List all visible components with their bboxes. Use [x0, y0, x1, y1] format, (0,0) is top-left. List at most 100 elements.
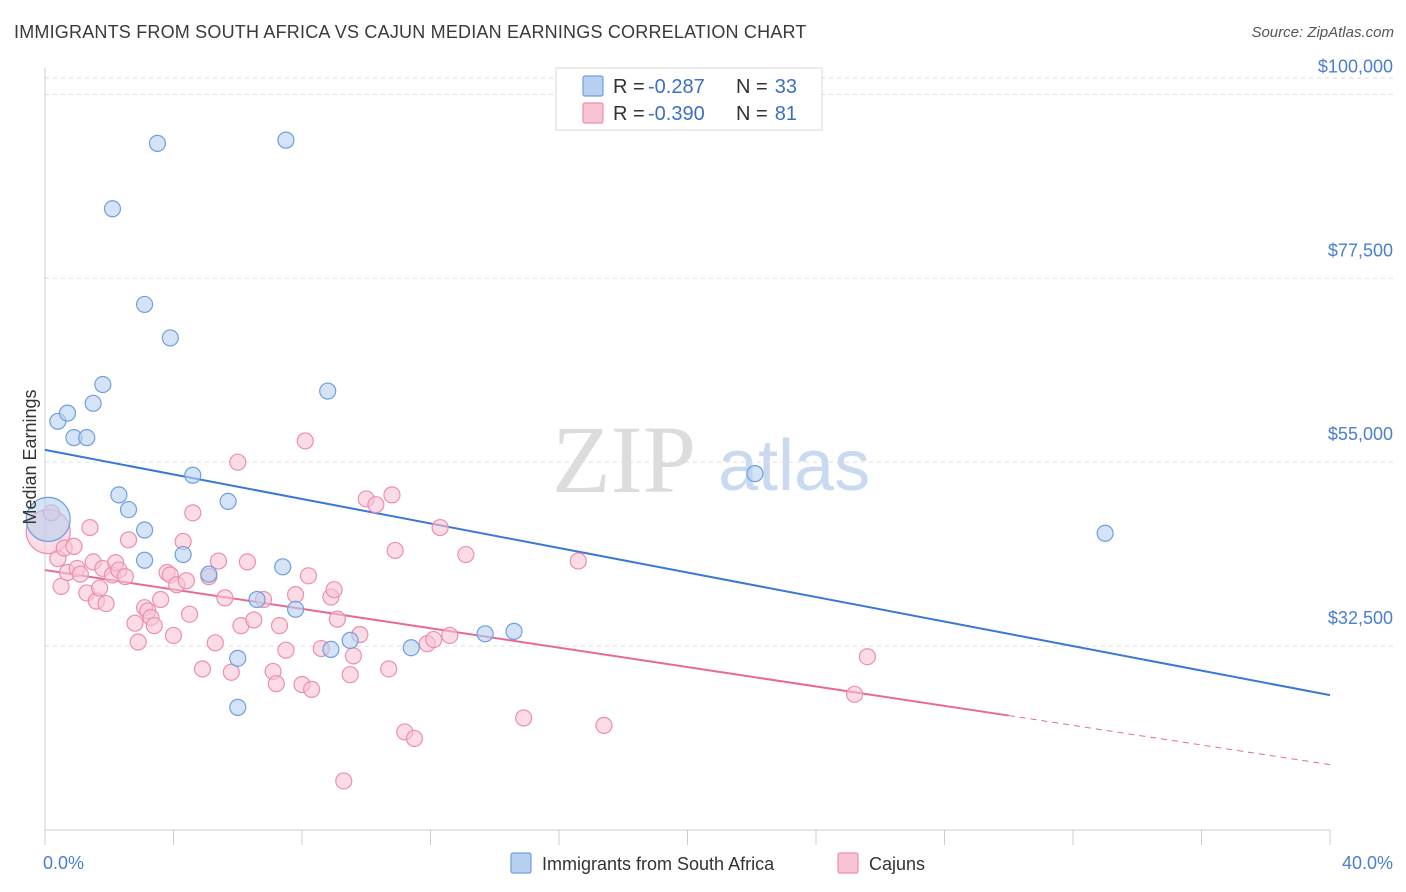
point-cajuns — [81, 518, 99, 537]
y-tick-label: $55,000 — [1328, 424, 1393, 444]
point-cajuns — [277, 641, 295, 659]
point-south-africa — [84, 394, 102, 412]
point-south-africa — [110, 486, 128, 504]
trend-line-south-africa — [44, 448, 1331, 697]
y-tick-label: $100,000 — [1318, 56, 1393, 76]
x-tick-labels: 0.0% 40.0% — [43, 853, 1393, 873]
point-south-africa — [505, 622, 523, 640]
legend-r-value: -0.390 — [648, 103, 705, 125]
point-south-africa — [1096, 524, 1114, 542]
point-cajuns — [858, 648, 877, 666]
legend-n-value: 33 — [775, 76, 797, 98]
point-cajuns — [97, 594, 115, 613]
legend-r-label: R = — [613, 76, 645, 98]
point-cajuns — [238, 553, 256, 571]
point-cajuns — [386, 541, 404, 560]
point-south-africa — [476, 625, 494, 643]
legend-n-value: 81 — [775, 103, 797, 125]
point-cajuns — [116, 568, 134, 586]
point-south-africa — [248, 590, 266, 609]
point-south-africa — [746, 465, 764, 483]
point-cajuns — [383, 486, 401, 504]
point-cajuns — [367, 496, 385, 514]
point-cajuns — [129, 633, 147, 651]
point-south-africa — [135, 521, 154, 539]
point-cajuns — [229, 453, 247, 471]
point-cajuns — [303, 680, 321, 699]
legend-r-label: R = — [613, 103, 645, 125]
point-south-africa — [94, 375, 112, 394]
point-cajuns — [335, 772, 353, 790]
y-tick-labels: $32,500 $55,000 $77,500 $100,000 — [1318, 56, 1393, 628]
chart-title: IMMIGRANTS FROM SOUTH AFRICA VS CAJUN ME… — [14, 22, 807, 42]
point-south-africa — [103, 200, 122, 218]
point-south-africa — [78, 429, 96, 447]
point-south-africa — [402, 639, 420, 657]
legend-swatch — [510, 852, 532, 874]
legend-n-label: N = — [736, 76, 768, 98]
point-south-africa — [229, 649, 247, 667]
point-south-africa — [135, 551, 154, 569]
point-south-africa — [277, 131, 295, 149]
point-south-africa — [174, 545, 192, 564]
point-cajuns — [193, 660, 212, 678]
y-tick-label: $32,500 — [1328, 608, 1393, 628]
point-south-africa — [161, 329, 179, 347]
point-cajuns — [164, 626, 183, 645]
point-cajuns — [71, 565, 89, 583]
point-south-africa — [148, 134, 167, 152]
point-cajuns — [245, 611, 263, 629]
point-cajuns — [299, 567, 318, 585]
point-south-africa — [135, 295, 154, 314]
point-cajuns — [431, 518, 449, 537]
legend-label: Immigrants from South Africa — [542, 854, 775, 874]
point-south-africa — [319, 382, 337, 400]
point-cajuns — [180, 605, 199, 623]
point-cajuns — [206, 634, 224, 652]
x-tick-label: 40.0% — [1342, 853, 1393, 873]
point-cajuns — [325, 581, 343, 599]
watermark-zip: ZIP — [552, 406, 696, 513]
watermark: ZIP atlas — [552, 406, 870, 513]
point-cajuns — [296, 432, 314, 450]
point-cajuns — [425, 630, 443, 649]
axes — [44, 68, 1331, 845]
legend-r-value: -0.287 — [648, 76, 705, 98]
legend-swatch — [582, 75, 604, 97]
point-south-africa — [119, 500, 138, 519]
legend-swatch — [837, 852, 859, 874]
y-axis-label: Median Earnings — [20, 389, 40, 524]
point-cajuns — [441, 626, 459, 645]
point-cajuns — [380, 660, 398, 678]
point-cajuns — [184, 504, 202, 522]
legend-n-label: N = — [736, 103, 768, 125]
point-south-africa — [184, 466, 202, 484]
legend-swatch — [582, 102, 604, 124]
point-cajuns — [209, 552, 228, 570]
point-cajuns — [52, 577, 70, 596]
point-cajuns — [177, 572, 195, 590]
point-cajuns — [267, 675, 285, 693]
point-cajuns — [457, 545, 475, 564]
point-cajuns — [270, 617, 289, 635]
point-cajuns — [126, 614, 144, 632]
point-cajuns — [845, 685, 864, 703]
point-cajuns — [152, 590, 170, 609]
point-south-africa — [219, 492, 237, 511]
point-cajuns — [344, 647, 362, 665]
point-cajuns — [145, 617, 163, 635]
point-south-africa — [229, 698, 247, 716]
point-cajuns — [405, 729, 424, 748]
point-south-africa — [274, 558, 292, 576]
point-south-africa — [200, 565, 218, 583]
series-legend: Immigrants from South Africa Cajuns — [510, 852, 925, 874]
point-south-africa — [58, 404, 77, 422]
point-cajuns — [222, 663, 240, 681]
point-cajuns — [328, 610, 346, 628]
trend-line-cajuns-extrapolated — [1008, 715, 1331, 766]
point-cajuns — [286, 585, 305, 604]
point-south-africa — [322, 640, 340, 658]
source-label: Source: ZipAtlas.com — [1251, 24, 1394, 41]
y-tick-label: $77,500 — [1328, 240, 1393, 260]
trend-line-cajuns — [44, 569, 1009, 717]
